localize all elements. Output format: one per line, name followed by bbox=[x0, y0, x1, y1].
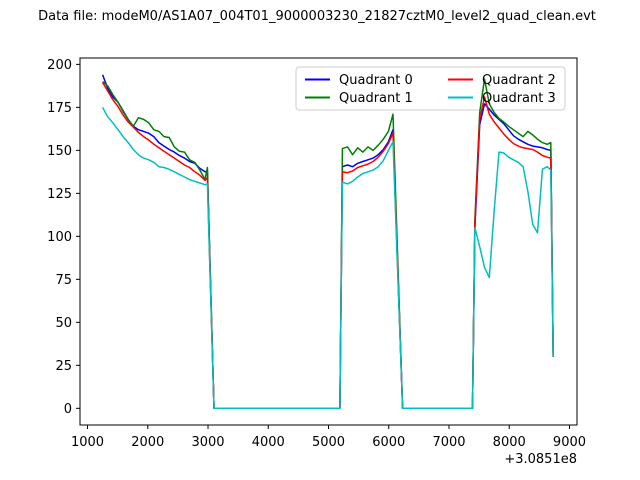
x-tick-label: 9000 bbox=[553, 435, 586, 450]
y-tick-label: 100 bbox=[47, 230, 72, 245]
y-tick-label: 50 bbox=[55, 316, 72, 331]
x-tick-label: 5000 bbox=[312, 435, 345, 450]
series-line-quadrant-1 bbox=[102, 78, 554, 410]
x-tick-label: 4000 bbox=[252, 435, 285, 450]
x-tick-label: 3000 bbox=[191, 435, 224, 450]
y-tick-label: 175 bbox=[47, 101, 72, 116]
series-line-quadrant-3 bbox=[101, 107, 554, 410]
legend-box bbox=[295, 66, 566, 111]
y-tick-label: 25 bbox=[55, 359, 72, 374]
legend-label-quadrant-1: Quadrant 1 bbox=[339, 91, 413, 106]
x-tick-label: 8000 bbox=[493, 435, 526, 450]
x-tick-label: 6000 bbox=[372, 435, 405, 450]
plot-frame bbox=[79, 57, 578, 426]
x-tick-label: 1000 bbox=[71, 435, 104, 450]
legend-label-quadrant-0: Quadrant 0 bbox=[339, 73, 413, 88]
y-tick-label: 150 bbox=[47, 144, 72, 159]
x-tick-label: 2000 bbox=[131, 435, 164, 450]
y-tick-label: 0 bbox=[64, 402, 72, 417]
legend-label-quadrant-2: Quadrant 2 bbox=[482, 73, 556, 88]
chart-title: Data file: modeM0/AS1A07_004T01_90000032… bbox=[38, 9, 596, 24]
y-tick-label: 75 bbox=[55, 273, 72, 288]
y-tick-label: 200 bbox=[47, 58, 72, 73]
series-line-quadrant-0 bbox=[101, 74, 554, 410]
series-line-quadrant-2 bbox=[101, 82, 554, 410]
x-tick-label: 7000 bbox=[432, 435, 465, 450]
x-axis-offset-label: +3.0851e8 bbox=[504, 452, 577, 467]
y-tick-label: 125 bbox=[47, 187, 72, 202]
legend-label-quadrant-3: Quadrant 3 bbox=[482, 91, 556, 106]
